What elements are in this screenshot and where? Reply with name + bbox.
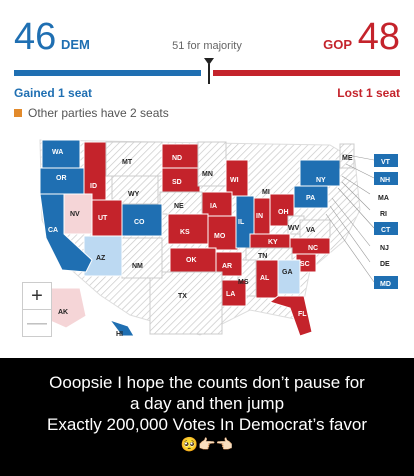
other-parties-legend: Other parties have 2 seats: [14, 106, 169, 120]
state-label: SD: [172, 179, 182, 186]
state-label: NE: [174, 203, 184, 210]
callout-vt[interactable]: [374, 154, 398, 167]
state-hi[interactable]: [108, 319, 135, 337]
state-label: WY: [128, 191, 140, 198]
state-label: UT: [98, 215, 108, 222]
state-label: IN: [256, 213, 263, 220]
state-fl[interactable]: [268, 295, 313, 337]
state-ut[interactable]: [91, 199, 123, 237]
state-label: CA: [48, 227, 58, 234]
state-label: AZ: [96, 255, 106, 262]
state-label: SC: [300, 261, 310, 268]
state-ny[interactable]: [299, 159, 341, 187]
state-nd[interactable]: [161, 143, 199, 169]
state-label: WV: [288, 225, 300, 232]
state-label: MN: [202, 171, 213, 178]
dem-label: DEM: [61, 37, 90, 52]
meme-caption: Ooopsie I hope the counts don’t pause fo…: [0, 358, 414, 476]
state-label: VT: [381, 159, 391, 166]
state-tx[interactable]: [149, 271, 223, 335]
dem-seat-count: 46: [14, 16, 57, 58]
state-ok[interactable]: [169, 247, 217, 273]
state-co[interactable]: [121, 203, 163, 237]
state-label: NJ: [380, 245, 389, 252]
state-label: OK: [186, 257, 197, 264]
state-label: AK: [58, 309, 68, 316]
state-label: LA: [226, 291, 235, 298]
state-label: ID: [90, 183, 97, 190]
callout-md[interactable]: [374, 276, 398, 289]
state-label: MI: [262, 189, 270, 196]
state-label: MA: [378, 195, 389, 202]
lost-seat-text: Lost 1 seat: [337, 86, 400, 100]
state-label: KY: [268, 239, 278, 246]
senate-results-panel: 46 DEM 51 for majority GOP 48 Gained 1 s…: [0, 16, 414, 358]
state-mo[interactable]: [207, 215, 239, 251]
pleading-emoji-icon: 🥺👉🏻👈🏻: [180, 436, 234, 452]
gained-seat-text: Gained 1 seat: [14, 86, 93, 100]
state-label: MS: [238, 279, 249, 286]
state-label: DE: [380, 261, 390, 268]
state-label: TX: [178, 293, 187, 300]
state-nm[interactable]: [121, 237, 163, 279]
state-label: HI: [116, 331, 123, 338]
dem-seat-bar: [14, 70, 201, 76]
state-label: VA: [306, 227, 315, 234]
gop-seat-count: 48: [357, 16, 400, 58]
map-zoom-control: + —: [22, 282, 52, 337]
gop-label: GOP: [323, 37, 352, 52]
state-ga[interactable]: [277, 259, 301, 295]
state-label: NV: [70, 211, 80, 218]
other-parties-swatch: [14, 109, 22, 117]
state-label: OR: [56, 175, 67, 182]
state-label: NC: [308, 245, 318, 252]
state-ks[interactable]: [167, 213, 209, 245]
state-label: AL: [260, 275, 270, 282]
state-mn[interactable]: [197, 141, 227, 187]
state-wy[interactable]: [111, 175, 159, 205]
state-mt[interactable]: [105, 141, 163, 177]
state-wa[interactable]: [41, 139, 81, 169]
state-label: CO: [134, 219, 145, 226]
state-label: AR: [222, 263, 232, 270]
state-label: MO: [214, 233, 226, 240]
state-label: MD: [380, 281, 391, 288]
caption-line-1: Ooopsie I hope the counts don’t pause fo…: [49, 373, 365, 392]
state-label: NY: [316, 177, 326, 184]
state-label: NM: [132, 263, 143, 270]
majority-label: 51 for majority: [172, 40, 242, 52]
zoom-in-button[interactable]: +: [31, 285, 43, 307]
state-label: CT: [381, 227, 391, 234]
state-label: TN: [258, 253, 267, 260]
state-tn[interactable]: [245, 247, 293, 261]
state-label: IA: [210, 203, 217, 210]
state-label: WI: [230, 177, 239, 184]
majority-marker-icon: [204, 58, 214, 65]
state-or[interactable]: [39, 167, 85, 195]
state-ak[interactable]: [47, 287, 87, 329]
callout-ct[interactable]: [374, 222, 398, 235]
majority-line: [208, 64, 210, 84]
state-label: GA: [282, 269, 293, 276]
caption-line-2: a day and then jump: [129, 394, 285, 413]
zoom-out-button[interactable]: —: [23, 309, 51, 336]
state-label: IL: [238, 219, 245, 226]
state-label: RI: [380, 211, 387, 218]
state-label: ND: [172, 155, 182, 162]
state-label: WA: [52, 149, 63, 156]
gop-seat-bar: [213, 70, 400, 76]
state-label: MT: [122, 159, 133, 166]
state-ca[interactable]: [39, 193, 93, 273]
state-label: FL: [298, 311, 307, 318]
state-label: PA: [306, 195, 315, 202]
us-senate-map[interactable]: WA OR ID MT ND SD MN WI MI NY ME VT NH M…: [0, 120, 414, 358]
callout-nh[interactable]: [374, 172, 398, 185]
caption-line-3: Exactly 200,000 Votes In Democrat’s favo…: [46, 415, 368, 434]
state-label: NH: [380, 177, 390, 184]
state-label: ME: [342, 155, 353, 162]
state-label: KS: [180, 229, 190, 236]
state-id[interactable]: [83, 141, 107, 201]
state-label: OH: [278, 209, 289, 216]
